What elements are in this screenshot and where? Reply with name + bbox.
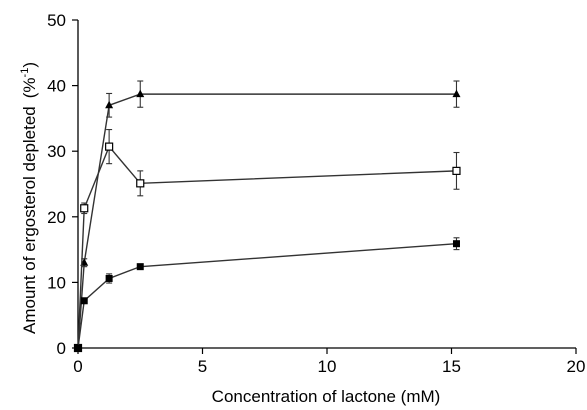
y-tick-label: 20 <box>47 208 66 227</box>
series-line <box>77 93 457 349</box>
series-square-open <box>73 129 461 353</box>
y-axis-unit-close: ) <box>20 62 39 68</box>
data-point <box>80 204 89 213</box>
y-axis-unit-superscript: -1 <box>19 68 31 78</box>
data-point <box>136 263 144 271</box>
x-axis-label: Concentration of lactone (mM) <box>212 387 441 406</box>
data-point <box>105 142 114 151</box>
series-triangle-filled <box>74 80 461 351</box>
x-tick-label: 0 <box>73 357 82 376</box>
y-tick-label: 30 <box>47 142 66 161</box>
series-square-filled <box>74 237 460 352</box>
y-tick-label: 10 <box>47 273 66 292</box>
data-point <box>136 179 145 188</box>
y-axis-unit: (% <box>20 77 39 98</box>
data-point <box>136 89 145 98</box>
data-point <box>74 344 82 352</box>
y-axis-label-text: Amount of ergosterol depleted <box>20 106 39 334</box>
series-line <box>77 242 457 349</box>
data-point <box>452 166 461 175</box>
x-tick-label: 10 <box>318 357 337 376</box>
y-tick-label: 50 <box>47 11 66 30</box>
y-axis-label: Amount of ergosterol depleted (%-1) <box>19 62 39 334</box>
x-tick-label: 15 <box>442 357 461 376</box>
axes: 0 10 20 30 40 50 0 5 10 15 20 <box>47 11 585 376</box>
data-point <box>105 100 114 109</box>
data-point <box>80 297 88 305</box>
y-tick-label: 40 <box>47 77 66 96</box>
plot-area <box>73 80 461 353</box>
y-tick-label: 0 <box>57 339 66 358</box>
x-tick-label: 20 <box>567 357 586 376</box>
data-point <box>452 89 461 98</box>
data-point <box>452 240 460 248</box>
data-point <box>105 274 113 282</box>
x-tick-label: 5 <box>198 357 207 376</box>
